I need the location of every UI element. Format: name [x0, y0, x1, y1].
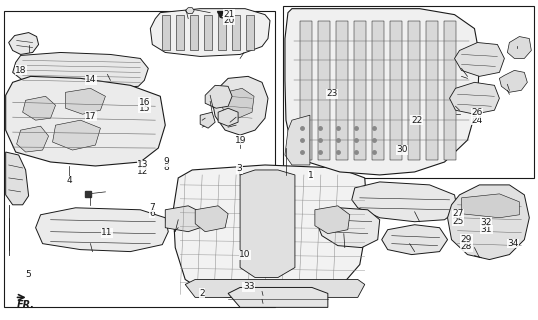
Text: 31: 31	[480, 225, 492, 234]
Text: 15: 15	[139, 104, 150, 113]
Polygon shape	[204, 15, 212, 51]
Polygon shape	[246, 15, 254, 51]
Polygon shape	[318, 20, 330, 160]
Polygon shape	[165, 206, 200, 232]
Polygon shape	[218, 15, 226, 51]
Polygon shape	[336, 20, 348, 160]
Polygon shape	[9, 33, 39, 54]
Text: 2: 2	[199, 289, 205, 298]
Polygon shape	[185, 8, 194, 14]
Polygon shape	[205, 85, 232, 108]
Text: 4: 4	[67, 176, 72, 185]
Polygon shape	[390, 20, 402, 160]
Text: 11: 11	[101, 228, 112, 237]
Polygon shape	[448, 185, 529, 260]
Text: 5: 5	[26, 269, 32, 279]
Polygon shape	[6, 76, 165, 166]
Text: 13: 13	[137, 160, 148, 169]
Text: 28: 28	[461, 242, 472, 251]
Polygon shape	[285, 115, 310, 165]
Polygon shape	[150, 9, 270, 56]
Text: 18: 18	[16, 66, 27, 75]
Polygon shape	[185, 279, 365, 297]
Polygon shape	[190, 15, 198, 51]
Polygon shape	[354, 20, 366, 160]
Text: 29: 29	[461, 235, 472, 244]
Text: 10: 10	[239, 251, 251, 260]
Polygon shape	[220, 88, 254, 118]
Polygon shape	[450, 82, 499, 114]
Polygon shape	[17, 126, 48, 152]
Polygon shape	[218, 108, 238, 126]
Polygon shape	[36, 208, 168, 252]
Polygon shape	[232, 15, 240, 51]
Text: 33: 33	[243, 282, 254, 291]
Polygon shape	[173, 165, 368, 300]
Text: FR.: FR.	[17, 300, 34, 310]
Polygon shape	[443, 20, 456, 160]
Polygon shape	[228, 287, 328, 307]
Text: 6: 6	[149, 209, 155, 218]
Polygon shape	[462, 194, 519, 218]
Text: 1: 1	[308, 171, 314, 180]
Polygon shape	[352, 182, 457, 222]
Polygon shape	[176, 15, 184, 51]
Polygon shape	[455, 43, 505, 76]
Text: 27: 27	[452, 209, 464, 218]
Text: 8: 8	[163, 164, 169, 172]
Text: 24: 24	[472, 116, 483, 125]
Text: 30: 30	[397, 145, 408, 154]
Polygon shape	[23, 96, 55, 120]
Polygon shape	[200, 112, 215, 128]
Polygon shape	[318, 208, 380, 248]
Text: 3: 3	[237, 164, 242, 173]
Text: 20: 20	[223, 16, 235, 25]
Polygon shape	[195, 206, 228, 232]
Text: 7: 7	[149, 203, 155, 212]
Polygon shape	[300, 20, 312, 160]
Text: 25: 25	[452, 217, 464, 226]
Polygon shape	[499, 70, 527, 92]
Text: 32: 32	[480, 218, 492, 227]
Polygon shape	[53, 120, 101, 150]
Text: 34: 34	[507, 239, 519, 248]
Text: 17: 17	[85, 112, 97, 121]
Polygon shape	[66, 88, 105, 114]
Text: 12: 12	[137, 167, 148, 176]
Text: 22: 22	[411, 116, 422, 125]
Text: 21: 21	[223, 10, 235, 19]
Polygon shape	[381, 225, 448, 255]
Text: 23: 23	[327, 89, 338, 98]
Text: 26: 26	[471, 108, 483, 117]
Polygon shape	[507, 36, 532, 59]
Text: 16: 16	[139, 98, 150, 107]
Polygon shape	[372, 20, 384, 160]
Polygon shape	[6, 152, 29, 205]
Polygon shape	[212, 76, 268, 135]
Text: 9: 9	[163, 157, 169, 166]
Polygon shape	[285, 9, 479, 175]
Polygon shape	[408, 20, 420, 160]
Text: 14: 14	[85, 75, 96, 84]
Text: 19: 19	[235, 136, 247, 145]
Polygon shape	[315, 206, 350, 234]
Polygon shape	[426, 20, 437, 160]
Polygon shape	[13, 52, 148, 88]
Polygon shape	[162, 15, 170, 51]
Polygon shape	[240, 170, 295, 277]
